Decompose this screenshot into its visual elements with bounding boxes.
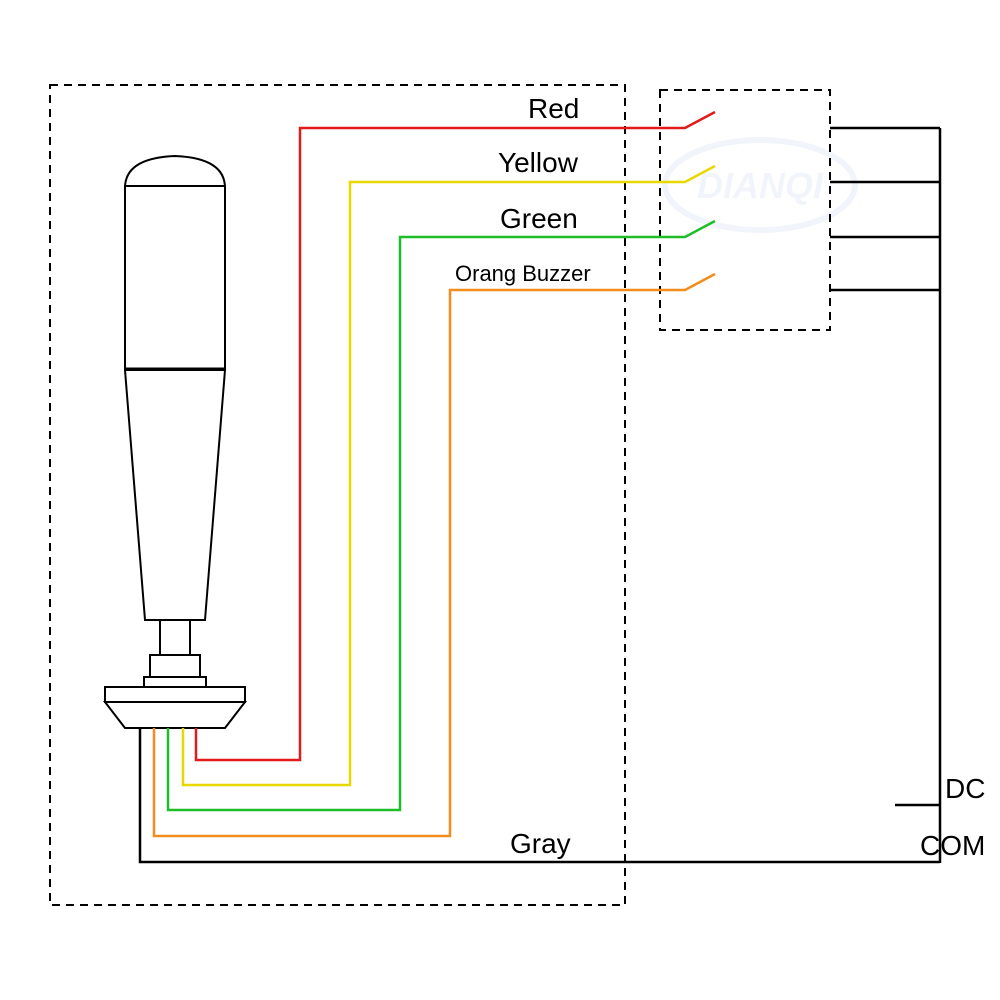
wiring-diagram: DIANQI xyxy=(0,0,1000,1000)
watermark-text: DIANQI xyxy=(697,165,824,206)
tower-upper xyxy=(125,186,225,369)
label-dc: DC xyxy=(945,773,985,804)
label-yellow: Yellow xyxy=(498,147,579,178)
tower-flange xyxy=(105,687,245,702)
tower-neck-3 xyxy=(144,677,206,687)
label-gray: Gray xyxy=(510,828,571,859)
tower-neck-2 xyxy=(150,655,200,677)
tower-base-cone xyxy=(105,702,245,728)
tower-cap xyxy=(125,156,225,188)
tower-taper xyxy=(125,370,225,620)
label-orange-buzzer: Orang Buzzer xyxy=(455,261,591,286)
label-green: Green xyxy=(500,203,578,234)
power-bus xyxy=(830,128,940,863)
tower-neck-1 xyxy=(160,620,190,655)
wire-green xyxy=(168,221,715,810)
label-com: COM xyxy=(920,830,985,861)
tower-light xyxy=(105,156,245,728)
label-red: Red xyxy=(528,93,579,124)
watermark: DIANQI xyxy=(665,140,855,230)
wire-red xyxy=(196,112,715,760)
wire-orange xyxy=(154,274,715,836)
